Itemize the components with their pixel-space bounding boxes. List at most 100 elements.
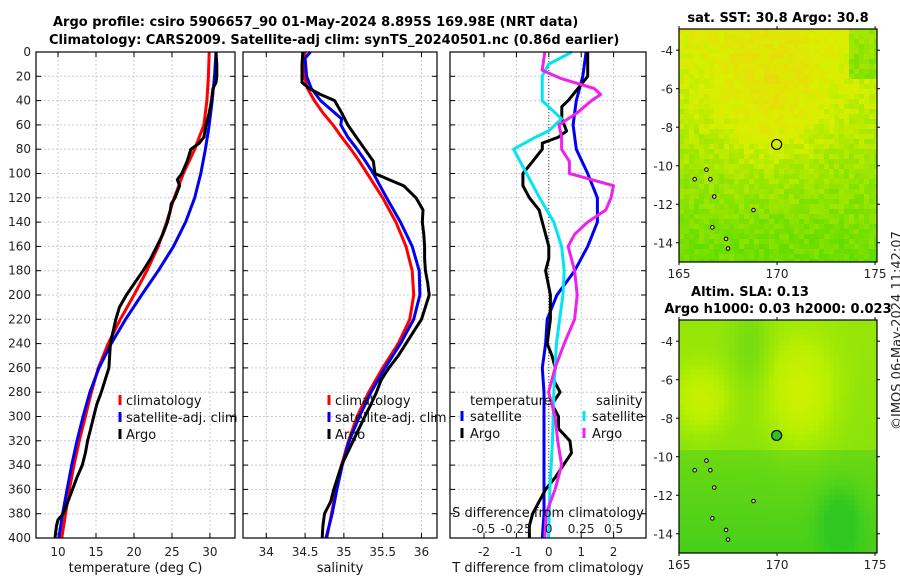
map-cell <box>859 219 864 224</box>
map-cell <box>754 129 759 134</box>
map-cell <box>814 164 819 169</box>
map-cell <box>774 510 779 515</box>
map-cell <box>774 540 779 545</box>
map-cell <box>749 425 754 430</box>
map-cell <box>769 360 774 365</box>
map-cell <box>804 144 809 149</box>
map-cell <box>799 395 804 400</box>
map-cell <box>874 425 877 430</box>
map-cell <box>689 94 694 99</box>
map-cell <box>819 320 824 325</box>
map-cell <box>719 405 724 410</box>
map-cell <box>689 159 694 164</box>
map-cell <box>684 530 689 535</box>
map-cell <box>769 370 774 375</box>
legend-label: Argo <box>126 428 156 443</box>
map-cell <box>714 214 719 219</box>
map-cell <box>809 460 814 465</box>
map-cell <box>754 425 759 430</box>
map-cell <box>869 385 874 390</box>
map-cell <box>734 199 739 204</box>
map-cell <box>874 535 877 540</box>
map-cell <box>709 505 714 510</box>
map-cell <box>824 89 829 94</box>
y-tick-label: 120 <box>8 191 31 205</box>
map-cell <box>774 44 779 49</box>
map-cell <box>759 114 764 119</box>
map-cell <box>829 395 834 400</box>
map-cell <box>714 545 719 550</box>
map-cell <box>714 460 719 465</box>
map-cell <box>679 490 684 495</box>
map-cell <box>754 254 759 259</box>
map-cell <box>744 325 749 330</box>
map-cell <box>859 415 864 420</box>
map-cell <box>779 455 784 460</box>
map-cell <box>734 54 739 59</box>
map-cell <box>759 550 764 553</box>
map-cell <box>844 179 849 184</box>
map-cell <box>729 415 734 420</box>
map-cell <box>709 335 714 340</box>
map-cell <box>699 149 704 154</box>
map-cell <box>734 44 739 49</box>
map-cell <box>744 410 749 415</box>
map-cell <box>764 550 769 553</box>
map-cell <box>864 380 869 385</box>
map-cell <box>689 365 694 370</box>
map-cell <box>749 69 754 74</box>
map-cell <box>849 405 854 410</box>
map-cell <box>694 460 699 465</box>
map-cell <box>829 189 834 194</box>
map-cell <box>779 415 784 420</box>
map-cell <box>759 450 764 455</box>
map-cell <box>859 355 864 360</box>
map-cell <box>799 29 804 34</box>
map-cell <box>824 124 829 129</box>
map-cell <box>849 455 854 460</box>
map-cell <box>839 69 844 74</box>
map-cell <box>679 84 684 89</box>
map-cell <box>749 144 754 149</box>
map-cell <box>694 550 699 553</box>
map-cell <box>784 259 789 262</box>
map-cell <box>724 129 729 134</box>
map-cell <box>809 420 814 425</box>
map-cell <box>834 525 839 530</box>
map-cell <box>724 259 729 262</box>
map-cell <box>744 54 749 59</box>
map-cell <box>724 520 729 525</box>
x-tick-label: 30 <box>202 545 217 559</box>
map-cell <box>724 64 729 69</box>
map-cell <box>809 495 814 500</box>
map-cell <box>774 410 779 415</box>
map-cell <box>724 94 729 99</box>
map-cell <box>859 380 864 385</box>
map-cell <box>784 219 789 224</box>
map-cell <box>759 515 764 520</box>
map-cell <box>799 340 804 345</box>
map-cell <box>729 179 734 184</box>
map-cell <box>839 390 844 395</box>
map-cell <box>774 415 779 420</box>
map-cell <box>859 199 864 204</box>
secondary-axis-label: S difference from climatology <box>452 506 644 521</box>
map-cell <box>844 99 849 104</box>
map-cell <box>759 29 764 34</box>
map-cell <box>704 520 709 525</box>
map-cell <box>679 510 684 515</box>
map-cell <box>859 410 864 415</box>
map-cell <box>739 530 744 535</box>
map-cell <box>789 154 794 159</box>
map-cell <box>784 89 789 94</box>
map-cell <box>794 239 799 244</box>
map-cell <box>864 395 869 400</box>
map-cell <box>749 465 754 470</box>
map-cell <box>764 214 769 219</box>
map-cell <box>859 525 864 530</box>
map-cell <box>749 29 754 34</box>
map-cell <box>749 390 754 395</box>
map-cell <box>829 535 834 540</box>
map-cell <box>789 550 794 553</box>
map-cell <box>789 44 794 49</box>
